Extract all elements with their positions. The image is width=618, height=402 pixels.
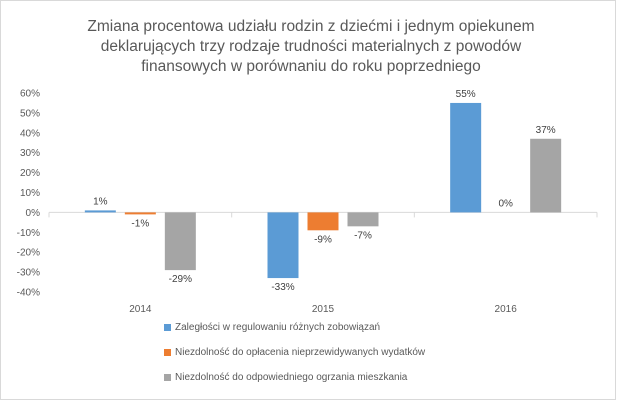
legend-label-1: Zaległości w regulowaniu różnych zobowią… [175, 322, 381, 333]
data-label: -7% [354, 230, 372, 241]
legend-swatch-3 [164, 374, 171, 381]
y-tick-label: 60% [20, 89, 40, 100]
bar [164, 212, 196, 271]
x-tick-label: 2014 [129, 304, 152, 315]
y-tick-label: -10% [17, 228, 40, 239]
legend-swatch-1 [164, 324, 171, 331]
y-tick-label: 50% [20, 108, 40, 119]
data-label: -33% [271, 282, 294, 293]
data-label: 37% [536, 125, 556, 136]
legend-label-2: Niezdolność do opłacenia nieprzewidywany… [175, 347, 426, 358]
data-label: -9% [314, 234, 332, 245]
bar [267, 212, 299, 279]
y-tick-label: 30% [20, 148, 40, 159]
legend-item-3: Niezdolność do odpowiedniego ogrzania mi… [164, 371, 425, 384]
bar [124, 212, 156, 215]
legend-item-2: Niezdolność do opłacenia nieprzewidywany… [164, 346, 425, 359]
plot-area: 60% 50% 40% 30% 20% 10% 0% -10% -20% -30% -40% 2014… [17, 89, 598, 315]
bar [347, 212, 379, 227]
x-tick-label: 2015 [312, 304, 335, 315]
chart-title: Zmiana procentowa udziału rodzin z dzieć… [61, 17, 561, 77]
data-label: -1% [131, 218, 149, 229]
chart-title-line-2: deklarujących trzy rodzaje trudności mat… [100, 38, 522, 55]
data-label: 55% [456, 89, 476, 100]
legend-label-3: Niezdolność do odpowiedniego ogrzania mi… [175, 372, 408, 383]
bar [450, 102, 482, 213]
y-tick-label: 0% [26, 208, 41, 219]
y-tick-label: -20% [17, 248, 40, 259]
legend-item-1: Zaległości w regulowaniu różnych zobowią… [164, 321, 425, 334]
data-label: 1% [93, 196, 108, 207]
y-tick-label: 10% [20, 188, 40, 199]
x-tick-label: 2016 [495, 304, 518, 315]
y-tick-label: 20% [20, 168, 40, 179]
chart-title-line-3: finansowych w porównaniu do roku poprzed… [141, 58, 481, 75]
y-tick-label: -40% [17, 288, 40, 299]
bar [307, 212, 339, 231]
legend-swatch-2 [164, 349, 171, 356]
bar [84, 210, 116, 213]
data-label: 0% [498, 198, 513, 209]
y-tick-label: -30% [17, 268, 40, 279]
legend: Zaległości w regulowaniu różnych zobowią… [164, 321, 425, 396]
bar [530, 138, 562, 213]
y-tick-label: 40% [20, 128, 40, 139]
data-label: -29% [169, 274, 192, 285]
chart-title-line-1: Zmiana procentowa udziału rodzin z dzieć… [87, 18, 535, 35]
